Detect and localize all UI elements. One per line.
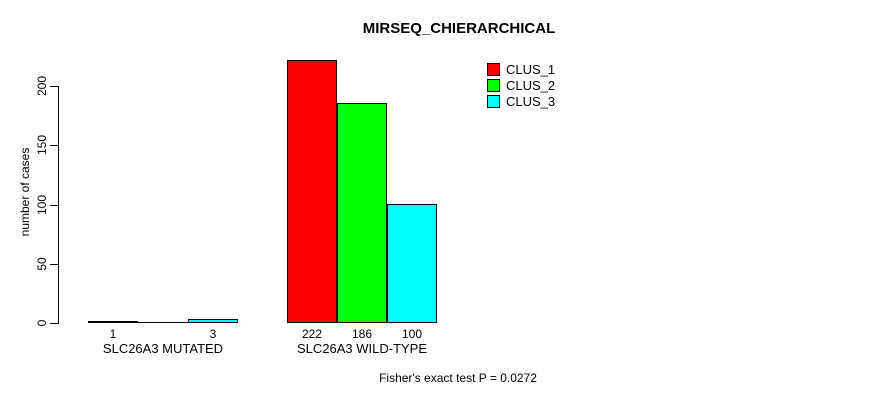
y-axis-tick <box>50 264 58 265</box>
legend-label: CLUS_2 <box>506 78 556 93</box>
legend-label: CLUS_1 <box>506 62 556 77</box>
y-axis-tick-label: 200 <box>35 75 49 97</box>
legend-row: CLUS_3 <box>487 94 555 109</box>
legend-swatch-clus_1 <box>487 63 500 76</box>
bar-value-label: 100 <box>401 327 423 341</box>
legend-label: CLUS_3 <box>506 94 556 109</box>
y-axis-title: number of cases <box>18 147 32 237</box>
bar-value-label: 1 <box>109 327 117 341</box>
bar-value-label: 186 <box>351 327 373 341</box>
bar-value-label: 3 <box>209 327 217 341</box>
y-axis-tick <box>50 86 58 87</box>
y-axis-tick <box>50 323 58 324</box>
y-axis-tick-label: 100 <box>35 194 49 216</box>
bar-clus_3-2 <box>387 204 437 323</box>
chart-title: MIRSEQ_CHIERARCHICAL <box>362 20 556 37</box>
bar-clus_2-2 <box>337 103 387 323</box>
y-axis-line <box>58 86 59 324</box>
legend: CLUS_1 CLUS_2 CLUS_3 <box>487 62 555 110</box>
y-axis-tick-label: 150 <box>35 134 49 156</box>
bar-clus_2-1 <box>138 322 188 323</box>
group-label: SLC26A3 WILD-TYPE <box>296 341 428 356</box>
bar-value-label: 222 <box>301 327 323 341</box>
legend-swatch-clus_2 <box>487 79 500 92</box>
bar-clus_1-2 <box>287 60 337 323</box>
bar-clus_3-1 <box>188 319 238 323</box>
fisher-test-note: Fisher's exact test P = 0.0272 <box>379 371 537 385</box>
y-axis-tick-label: 0 <box>35 319 49 327</box>
group-label: SLC26A3 MUTATED <box>102 341 224 356</box>
legend-swatch-clus_3 <box>487 95 500 108</box>
legend-row: CLUS_1 <box>487 62 555 77</box>
y-axis-tick <box>50 205 58 206</box>
legend-row: CLUS_2 <box>487 78 555 93</box>
y-axis-tick <box>50 145 58 146</box>
bar-clus_1-1 <box>88 321 138 323</box>
y-axis-tick-label: 50 <box>35 257 49 271</box>
